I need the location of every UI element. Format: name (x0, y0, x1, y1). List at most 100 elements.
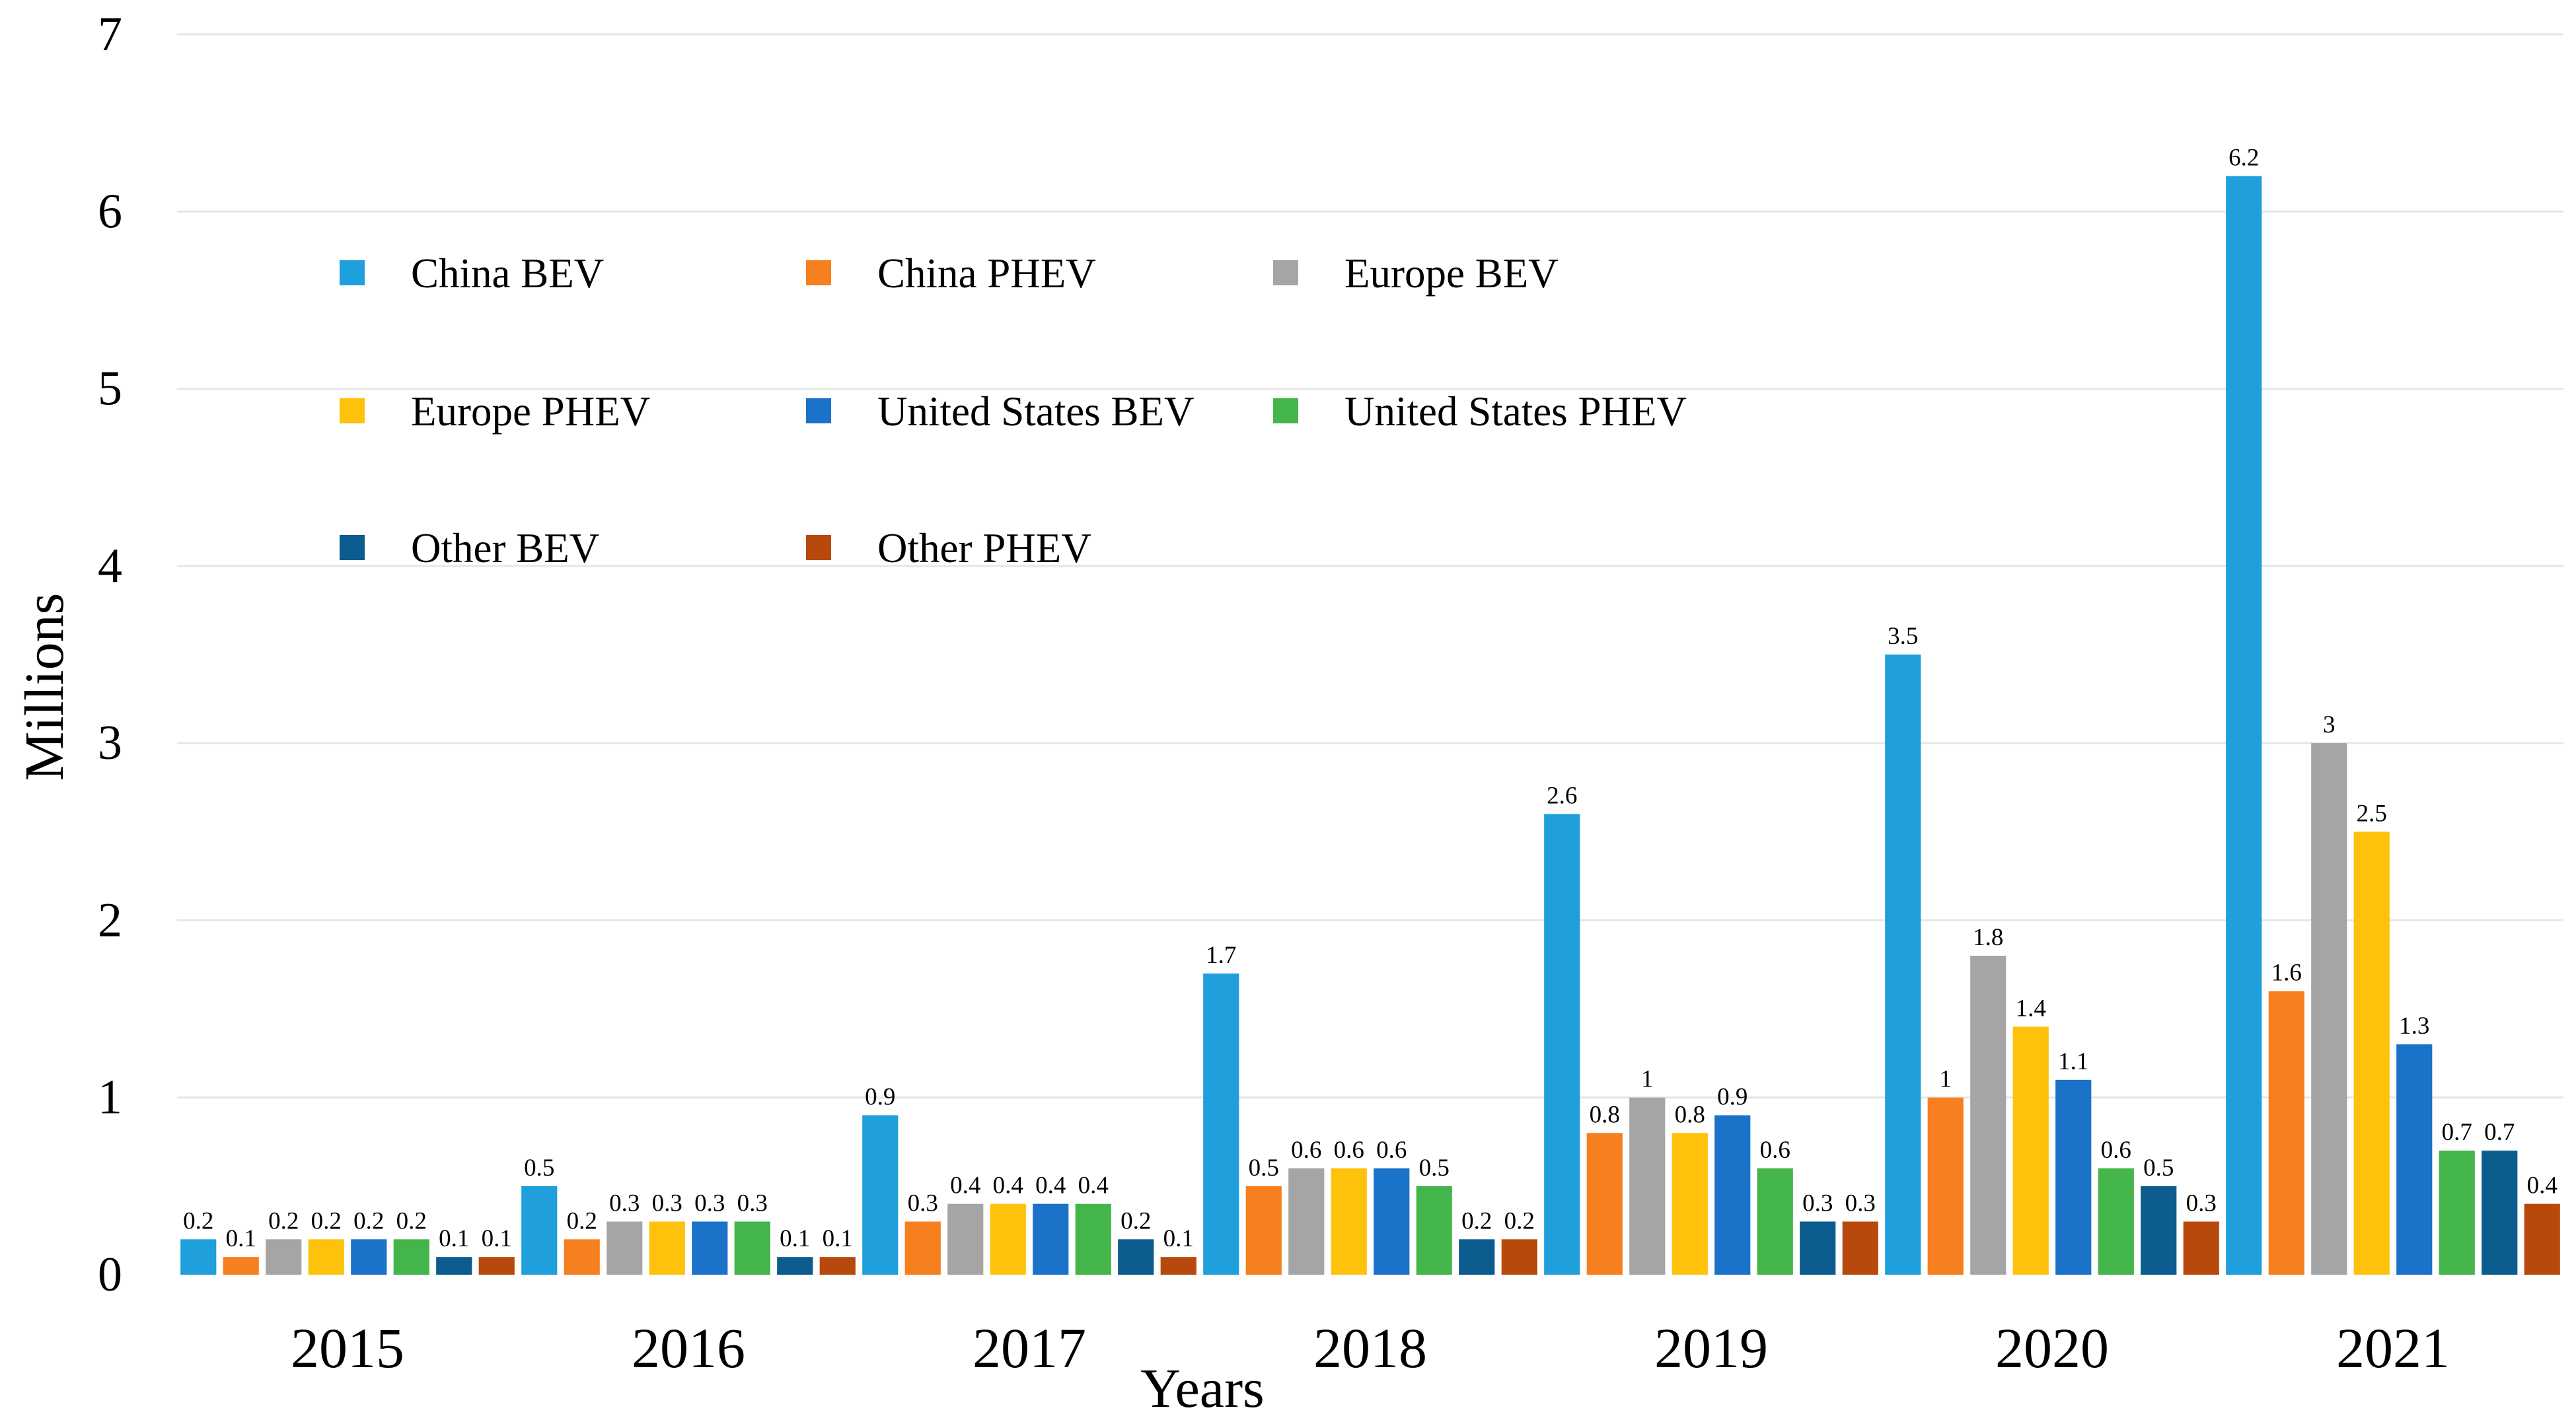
bar-value-label: 0.1 (439, 1225, 469, 1252)
bar (649, 1221, 685, 1275)
bar (1288, 1168, 1325, 1275)
bar-value-label: 1 (1940, 1066, 1952, 1093)
y-tick-label: 7 (98, 7, 122, 61)
bar-value-label: 1.7 (1206, 942, 1236, 969)
bar (2012, 1026, 2049, 1275)
bar (692, 1221, 728, 1275)
bar (2482, 1151, 2518, 1275)
bar-value-label: 0.6 (1376, 1137, 1407, 1164)
bar (1544, 814, 1580, 1275)
bar-value-label: 0.3 (652, 1190, 682, 1217)
data-labels: 0.2 0.1 0.2 0.2 0.2 0.2 0.1 0.1 0.5 0.2 0.3 0.3 0.3 0… (183, 145, 2558, 1253)
bar (904, 1221, 941, 1275)
bar-value-label: 0.6 (2101, 1137, 2131, 1164)
legend-swatch (340, 398, 365, 423)
legend-label: Other PHEV (877, 525, 1091, 571)
bars (180, 176, 2560, 1275)
bar (308, 1239, 344, 1275)
bar-value-label: 0.3 (1845, 1190, 1876, 1217)
gridlines (177, 33, 2563, 1099)
bar-value-label: 0.4 (2527, 1172, 2558, 1199)
bar (1757, 1168, 1793, 1275)
y-tick-label: 5 (98, 362, 122, 416)
bar (777, 1257, 813, 1275)
bar (1075, 1203, 1111, 1275)
bar (1374, 1168, 1410, 1275)
bar-value-label: 0.4 (1035, 1172, 1066, 1199)
bar (734, 1221, 770, 1275)
legend-swatch (806, 535, 831, 560)
y-tick-label: 2 (98, 893, 122, 947)
bar-value-label: 0.3 (737, 1190, 768, 1217)
bar-value-label: 0.5 (1419, 1155, 1450, 1182)
bar-value-label: 0.3 (694, 1190, 725, 1217)
bar-value-label: 0.4 (993, 1172, 1023, 1199)
bar-value-label: 2.6 (1547, 782, 1577, 809)
y-axis-label: Millions (14, 593, 75, 781)
x-tick-label: 2015 (291, 1316, 404, 1380)
bar-value-label: 0.4 (1078, 1172, 1109, 1199)
bar (2311, 743, 2347, 1275)
bar (436, 1257, 472, 1275)
bar-value-label: 0.2 (353, 1207, 384, 1234)
bar (521, 1186, 558, 1275)
bar-value-label: 3.5 (1888, 623, 1918, 650)
bar (862, 1115, 899, 1275)
bar-value-label: 0.1 (823, 1225, 853, 1252)
bar-value-label: 1.3 (2399, 1013, 2429, 1040)
legend-swatch (1273, 398, 1298, 423)
bar-value-label: 0.2 (1461, 1207, 1492, 1234)
bar (2098, 1168, 2134, 1275)
bar (1800, 1221, 1836, 1275)
legend-label: United States BEV (877, 388, 1194, 435)
bar (1416, 1186, 1452, 1275)
bar-value-label: 0.1 (482, 1225, 512, 1252)
bar (2353, 832, 2390, 1275)
bar (1245, 1186, 1282, 1275)
bar (1586, 1133, 1623, 1275)
bar (2183, 1221, 2219, 1275)
bar (1629, 1097, 1666, 1275)
bar-value-label: 0.1 (780, 1225, 810, 1252)
bar (1501, 1239, 1537, 1275)
bar (564, 1239, 600, 1275)
bar-value-label: 0.3 (2186, 1190, 2217, 1217)
bar-value-label: 1.1 (2058, 1048, 2088, 1075)
bar-value-label: 1.4 (2016, 995, 2046, 1022)
x-tick-label: 2017 (973, 1316, 1086, 1380)
y-tick-label: 1 (98, 1071, 122, 1125)
legend-swatch (340, 260, 365, 285)
bar-value-label: 1 (1641, 1066, 1654, 1093)
x-axis-ticks: 2015 2016 2017 2018 2019 2020 2021 (291, 1316, 2450, 1380)
bar (1714, 1115, 1751, 1275)
bar-value-label: 0.2 (396, 1207, 427, 1234)
legend-label: Europe BEV (1344, 250, 1559, 297)
legend-swatch (806, 260, 831, 285)
bar (1927, 1097, 1964, 1275)
y-tick-label: 0 (98, 1248, 122, 1302)
bar-value-label: 0.5 (524, 1155, 554, 1182)
bar (266, 1239, 302, 1275)
x-tick-label: 2021 (2336, 1316, 2450, 1380)
bar (393, 1239, 429, 1275)
bar (819, 1257, 856, 1275)
bar-value-label: 0.5 (1249, 1155, 1279, 1182)
bar (2396, 1044, 2433, 1275)
bar-value-label: 0.1 (1163, 1225, 1194, 1252)
bar (2226, 176, 2262, 1275)
bar (607, 1221, 643, 1275)
bar-value-label: 0.5 (2143, 1155, 2174, 1182)
bar-value-label: 0.9 (865, 1084, 895, 1111)
legend-label: China PHEV (877, 250, 1096, 297)
bar (1118, 1239, 1154, 1275)
x-tick-label: 2020 (1995, 1316, 2109, 1380)
legend-label: China BEV (411, 250, 604, 297)
legend-label: United States PHEV (1344, 388, 1687, 435)
bar (2524, 1203, 2560, 1275)
bar-value-label: 6.2 (2228, 145, 2259, 172)
bar (2268, 991, 2304, 1275)
bar-value-label: 0.7 (2484, 1119, 2515, 1146)
x-tick-label: 2016 (632, 1316, 745, 1380)
bar-value-label: 0.1 (226, 1225, 256, 1252)
